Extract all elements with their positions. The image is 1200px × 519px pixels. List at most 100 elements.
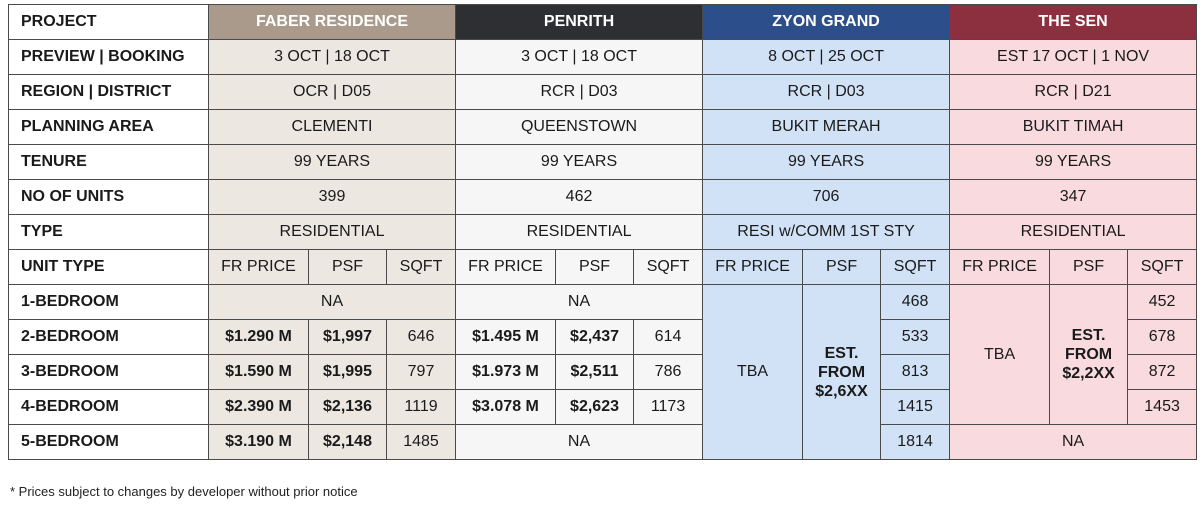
table-cell: BUKIT TIMAH (949, 109, 1198, 145)
table-cell: $1,997 (308, 319, 387, 355)
table-cell: $2,148 (308, 424, 387, 460)
table-cell: BUKIT MERAH (702, 109, 951, 145)
table-cell: 399 (207, 179, 457, 215)
table-cell: 786 (633, 354, 704, 390)
table-cell: OCR | D05 (207, 74, 457, 110)
table-cell: 452 (1127, 284, 1198, 320)
comparison-table: PROJECT FABER RESIDENCE PENRITH ZYON GRAND T… (8, 4, 1198, 460)
table-cell: $2,511 (555, 354, 635, 390)
table-cell: EST. FROM $2,2XX (1049, 284, 1129, 425)
table-cell: 1814 (880, 424, 951, 460)
table-cell: SQFT (633, 249, 704, 285)
table-cell: TENURE (8, 144, 209, 180)
table-cell: PENRITH (455, 4, 704, 40)
table-cell: EST. FROM $2,6XX (802, 284, 882, 460)
table-cell: 797 (385, 354, 457, 390)
table-cell: 3 OCT | 18 OCT (207, 39, 457, 75)
table-cell: NA (455, 284, 704, 320)
table-cell: FR PRICE (208, 249, 309, 285)
table-row: PLANNING AREA CLEMENTI QUEENSTOWN BUKIT MER… (8, 109, 1198, 145)
table-cell: 99 YEARS (949, 144, 1198, 180)
table-row: 5-BEDROOM $3.190 M $2,148 1485 NA 1814 NA (8, 424, 1198, 460)
table-cell: 1485 (385, 424, 457, 460)
table-cell: RCR | D21 (949, 74, 1198, 110)
table-cell: 462 (455, 179, 704, 215)
table-cell: 1173 (633, 389, 704, 425)
table-cell: RESIDENTIAL (949, 214, 1198, 250)
table-row: TYPE RESIDENTIAL RESIDENTIAL RESI w/COMM 1S… (8, 214, 1198, 250)
table-cell: 8 OCT | 25 OCT (702, 39, 951, 75)
table-cell: TBA (949, 284, 1051, 425)
table-cell: FR PRICE (455, 249, 557, 285)
table-cell: 3 OCT | 18 OCT (455, 39, 704, 75)
table-cell: SQFT (880, 249, 951, 285)
table-row: 2-BEDROOM $1.290 M $1,997 646 $1.495 M $2,437… (8, 319, 1198, 355)
table-cell: $2.390 M (208, 389, 309, 425)
table-cell: QUEENSTOWN (455, 109, 704, 145)
table-cell: 678 (1127, 319, 1198, 355)
table-cell: REGION | DISTRICT (8, 74, 209, 110)
table-cell: SQFT (385, 249, 457, 285)
table-cell: $1.290 M (208, 319, 309, 355)
table-cell: UNIT TYPE (8, 249, 209, 285)
table-cell: 533 (880, 319, 951, 355)
table-cell: 1119 (385, 389, 457, 425)
table-cell: TYPE (8, 214, 209, 250)
table-cell: 99 YEARS (455, 144, 704, 180)
footnote: * Prices subject to changes by developer… (10, 484, 358, 499)
table-cell: 5-BEDROOM (8, 424, 209, 460)
table-cell: NA (207, 284, 457, 320)
table-cell: 646 (385, 319, 457, 355)
table-cell: NA (455, 424, 704, 460)
table-cell: $3.078 M (455, 389, 557, 425)
table-row: PREVIEW | BOOKING 3 OCT | 18 OCT 3 OCT | 1… (8, 39, 1198, 75)
table-cell: 347 (949, 179, 1198, 215)
table-cell: PSF (308, 249, 387, 285)
table-cell: 99 YEARS (702, 144, 951, 180)
table-cell: $3.190 M (208, 424, 309, 460)
table-row: 4-BEDROOM $2.390 M $2,136 1119 $3.078 M $2,62… (8, 389, 1198, 425)
table-cell: EST 17 OCT | 1 NOV (949, 39, 1198, 75)
table-cell: RCR | D03 (702, 74, 951, 110)
table-row: NO OF UNITS 399 462 706 347 (8, 179, 1198, 215)
table-cell: FR PRICE (702, 249, 804, 285)
table-cell: PSF (1049, 249, 1129, 285)
table-cell: 872 (1127, 354, 1198, 390)
table-cell: $2,437 (555, 319, 635, 355)
table-row: REGION | DISTRICT OCR | D05 RCR | D03 RCR |… (8, 74, 1198, 110)
table-cell: THE SEN (949, 4, 1198, 40)
table-cell: 1453 (1127, 389, 1198, 425)
table-cell: RESIDENTIAL (207, 214, 457, 250)
table-cell: PSF (802, 249, 882, 285)
table-cell: 706 (702, 179, 951, 215)
table-body: PROJECT FABER RESIDENCE PENRITH ZYON GRAND T… (8, 4, 1198, 460)
table-cell: 813 (880, 354, 951, 390)
table-cell: $1.495 M (455, 319, 557, 355)
table-cell: 468 (880, 284, 951, 320)
table-cell: PSF (555, 249, 635, 285)
table-cell: RESIDENTIAL (455, 214, 704, 250)
table-cell: PLANNING AREA (8, 109, 209, 145)
table-cell: 99 YEARS (207, 144, 457, 180)
table-cell: SQFT (1127, 249, 1198, 285)
table-cell: PREVIEW | BOOKING (8, 39, 209, 75)
table-cell: 1415 (880, 389, 951, 425)
table-cell: $1.590 M (208, 354, 309, 390)
table-cell: 4-BEDROOM (8, 389, 209, 425)
table-row: 3-BEDROOM $1.590 M $1,995 797 $1.973 M $2,511… (8, 354, 1198, 390)
table-cell: $2,136 (308, 389, 387, 425)
table-cell: 1-BEDROOM (8, 284, 209, 320)
table-cell: $1.973 M (455, 354, 557, 390)
table-cell: FABER RESIDENCE (207, 4, 457, 40)
table-row: UNIT TYPE FR PRICE PSF SQFT FR PRICE PSF SQFT F… (8, 249, 1198, 285)
table-cell: TBA (702, 284, 804, 460)
table-cell: 614 (633, 319, 704, 355)
table-row: 1-BEDROOM NA NA TBA EST. FROM $2,6XX 468 TBA ES… (8, 284, 1198, 460)
table-cell: $2,623 (555, 389, 635, 425)
table-cell: 3-BEDROOM (8, 354, 209, 390)
table-cell: NO OF UNITS (8, 179, 209, 215)
table-cell: 2-BEDROOM (8, 319, 209, 355)
table-cell: RCR | D03 (455, 74, 704, 110)
table-cell: PROJECT (8, 4, 209, 40)
table-row: TENURE 99 YEARS 99 YEARS 99 YEARS 99 YEARS (8, 144, 1198, 180)
